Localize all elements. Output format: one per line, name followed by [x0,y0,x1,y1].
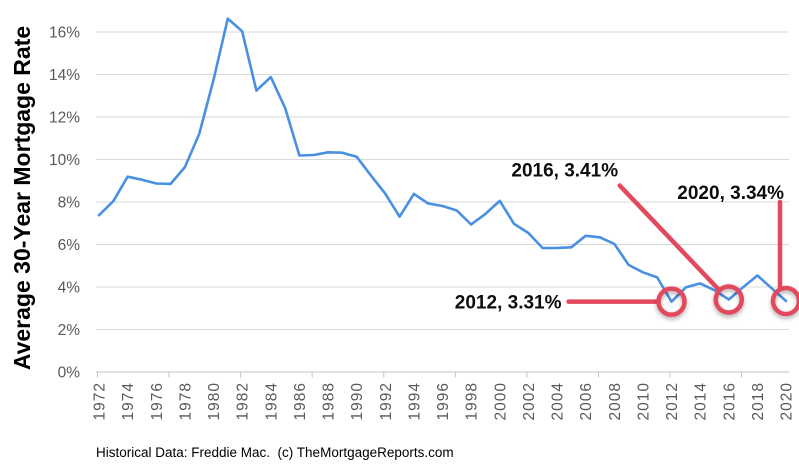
annotation-label-2020: 2020, 3.34% [677,183,784,204]
x-tick-label: 1988 [321,382,338,420]
annotation-label-2012: 2012, 3.31% [455,293,562,314]
source-attribution: Historical Data: Freddie Mac. (c) TheMor… [96,445,454,460]
y-tick-label: 10% [49,152,80,169]
annotation-connector-2016 [617,183,721,292]
y-tick-label: 16% [49,25,80,42]
x-tick-label: 1980 [206,382,223,420]
x-tick-label: 2006 [578,382,595,420]
highlight-circle-2012 [656,286,687,317]
x-tick-label: 1976 [149,382,166,420]
y-tick-label: 4% [58,280,81,297]
y-tick-label: 2% [58,322,81,339]
x-tick-label: 1974 [120,382,137,420]
x-tick-label: 2008 [607,382,624,420]
x-tick-label: 1984 [263,382,280,420]
y-tick-label: 14% [49,67,80,84]
x-tick-label: 1982 [235,382,252,420]
x-tick-label: 2012 [664,382,681,420]
x-tick-label: 1978 [177,382,194,420]
highlight-circle-2016 [713,284,744,315]
y-tick-label: 12% [49,110,80,127]
x-tick-label: 2016 [721,382,738,420]
x-tick-label: 1972 [92,382,109,420]
highlight-circle-2020 [770,285,799,317]
x-tick-label: 2000 [492,382,509,420]
x-tick-label: 1986 [292,382,309,420]
x-tick-label: 2014 [693,382,710,420]
x-tick-label: 2018 [750,382,767,420]
x-tick-label: 1990 [349,382,366,420]
x-tick-label: 1998 [464,382,481,420]
x-tick-label: 2010 [635,382,652,420]
rate-line [97,17,788,304]
x-tick-label: 1994 [406,382,423,420]
x-tick-label: 1996 [435,382,452,420]
y-axis-title: Average 30-Year Mortgage Rate [9,25,35,371]
x-tick-label: 2002 [521,382,538,420]
x-tick-label: 2004 [550,382,567,420]
y-tick-label: 6% [58,237,81,254]
y-tick-label: 8% [58,195,81,212]
y-tick-label: 0% [58,365,81,382]
x-tick-label: 1992 [378,382,395,420]
annotation-label-2016: 2016, 3.41% [511,161,618,182]
x-tick-label: 2020 [779,382,796,420]
